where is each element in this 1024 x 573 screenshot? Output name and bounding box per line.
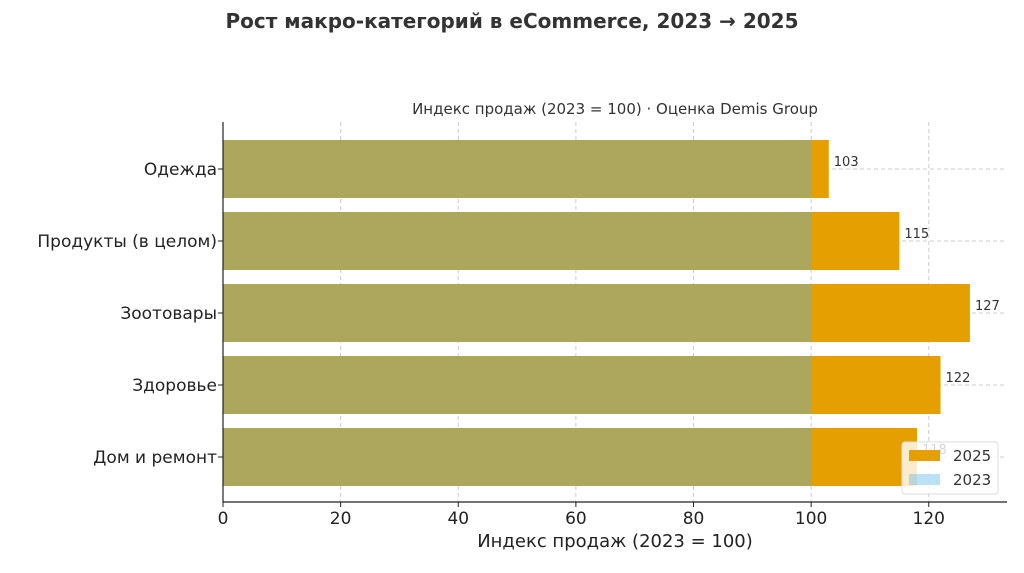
x-tick-label: 80 xyxy=(683,509,705,529)
bar-2023 xyxy=(223,428,812,486)
data-label: 127 xyxy=(975,299,1000,314)
bar-2023 xyxy=(223,212,812,270)
bar-2025 xyxy=(223,284,970,342)
y-tick-label: Продукты (в целом) xyxy=(37,232,217,252)
bar-2025 xyxy=(223,140,829,198)
chart-title: Рост макро-категорий в eCommerce, 2023 →… xyxy=(225,9,798,33)
y-tick-label: Здоровье xyxy=(132,376,217,396)
chart-subtitle: Индекс продаж (2023 = 100) · Оценка Demi… xyxy=(412,100,818,118)
x-tick-label: 60 xyxy=(565,509,587,529)
x-tick-label: 0 xyxy=(218,509,229,529)
bar-2025 xyxy=(223,428,918,486)
data-label: 103 xyxy=(834,155,859,170)
bar-2025 xyxy=(223,356,941,414)
x-axis-label: Индекс продаж (2023 = 100) xyxy=(477,531,753,552)
y-tick-label: Зоотовары xyxy=(120,304,217,324)
x-tick-label: 100 xyxy=(795,509,827,529)
data-label: 122 xyxy=(946,371,971,386)
x-tick-label: 20 xyxy=(330,509,352,529)
bar-2025 xyxy=(223,212,900,270)
bar-2023 xyxy=(223,284,812,342)
x-tick-label: 40 xyxy=(447,509,469,529)
bar-2023 xyxy=(223,140,812,198)
y-tick-label: Одежда xyxy=(144,160,217,180)
legend-swatch-2023 xyxy=(909,474,940,485)
axes: 0 20 40 60 80 100 120 Одежда Продукты (в целом) З… xyxy=(37,122,1007,529)
data-label: 115 xyxy=(904,227,929,242)
legend: 2025 2023 xyxy=(901,441,999,495)
x-tick-label: 120 xyxy=(913,509,945,529)
bar-2023 xyxy=(223,356,812,414)
bars xyxy=(223,140,970,486)
legend-swatch-2025 xyxy=(909,450,940,461)
y-tick-label: Дом и ремонт xyxy=(93,448,217,468)
legend-label-2023: 2023 xyxy=(953,471,991,489)
legend-label-2025: 2025 xyxy=(953,447,991,465)
